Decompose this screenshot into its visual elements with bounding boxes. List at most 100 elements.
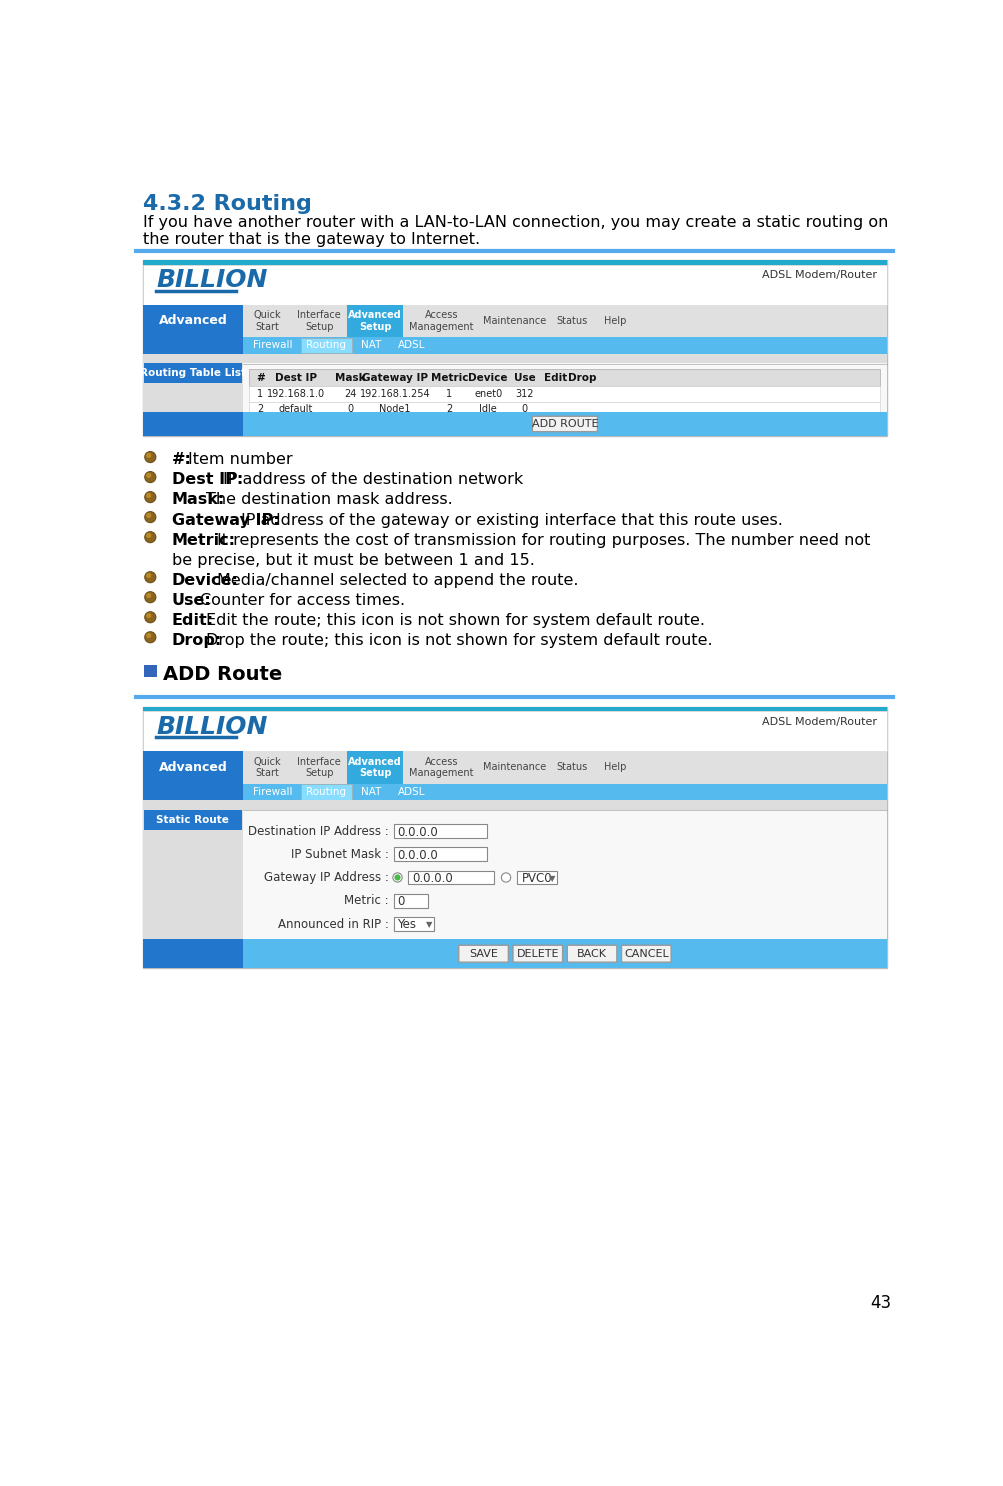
Text: Edit: Edit	[544, 373, 567, 383]
Bar	[393, 825, 486, 838]
Bar	[243, 783, 886, 801]
Text: It represents the cost of transmission for routing purposes. The number need not: It represents the cost of transmission f…	[217, 532, 870, 547]
Text: 192.168.1.0: 192.168.1.0	[267, 389, 325, 398]
Bar	[142, 752, 243, 783]
Text: If you have another router with a LAN-to-LAN connection, you may create a static: If you have another router with a LAN-to…	[142, 215, 887, 230]
Text: DELETE: DELETE	[516, 948, 559, 958]
Text: Idle: Idle	[478, 404, 496, 415]
Text: BACK: BACK	[577, 948, 607, 958]
Bar	[250, 370, 880, 386]
FancyBboxPatch shape	[513, 945, 562, 961]
Text: ▼: ▼	[426, 920, 432, 929]
Text: Static Route: Static Route	[156, 814, 229, 825]
Text: Gateway IP:: Gateway IP:	[172, 513, 280, 528]
Bar	[142, 337, 243, 354]
Text: 1: 1	[446, 389, 452, 398]
Text: Metric :: Metric :	[344, 895, 388, 908]
Bar	[142, 363, 243, 435]
Circle shape	[144, 591, 155, 603]
Bar	[142, 801, 886, 810]
FancyBboxPatch shape	[532, 416, 597, 431]
Circle shape	[146, 474, 150, 477]
Text: Yes: Yes	[397, 918, 416, 930]
Text: 192.168.1.254: 192.168.1.254	[359, 389, 430, 398]
Text: 2: 2	[446, 404, 452, 415]
Text: Announced in RIP :: Announced in RIP :	[278, 917, 388, 930]
Circle shape	[145, 532, 154, 541]
Bar	[243, 363, 886, 435]
Bar	[142, 706, 886, 969]
Text: Destination IP Address :: Destination IP Address :	[248, 825, 388, 838]
Circle shape	[146, 574, 150, 578]
Circle shape	[500, 872, 511, 883]
Text: Access
Management: Access Management	[409, 311, 473, 331]
Bar	[142, 783, 243, 801]
Text: Use: Use	[514, 373, 535, 383]
Text: Maintenance: Maintenance	[482, 762, 546, 773]
Circle shape	[394, 874, 400, 881]
Text: be precise, but it must be between 1 and 15.: be precise, but it must be between 1 and…	[172, 553, 535, 568]
Text: Drop: Drop	[568, 373, 597, 383]
Bar	[408, 871, 493, 884]
Bar	[243, 413, 886, 435]
Text: IP Subnet Mask :: IP Subnet Mask :	[291, 849, 388, 862]
Text: BILLION: BILLION	[156, 715, 268, 739]
Circle shape	[146, 514, 150, 517]
Circle shape	[145, 473, 154, 481]
Circle shape	[146, 594, 150, 597]
Bar	[347, 305, 402, 337]
Circle shape	[146, 614, 150, 618]
Circle shape	[144, 612, 155, 623]
Text: 312: 312	[515, 389, 534, 398]
Text: 43: 43	[870, 1294, 891, 1312]
Text: Advanced: Advanced	[158, 314, 227, 327]
Bar	[243, 337, 886, 354]
Text: Advanced
Setup: Advanced Setup	[348, 311, 401, 331]
Text: PVC0: PVC0	[521, 872, 552, 884]
Text: Advanced: Advanced	[158, 761, 227, 774]
Text: ADSL: ADSL	[397, 340, 425, 351]
Text: Interface
Setup: Interface Setup	[297, 311, 341, 331]
Circle shape	[144, 632, 155, 642]
Text: Access
Management: Access Management	[409, 756, 473, 779]
Text: 0: 0	[397, 895, 404, 908]
Circle shape	[146, 453, 150, 458]
Text: Edit the route; this icon is not shown for system default route.: Edit the route; this icon is not shown f…	[206, 612, 704, 627]
Bar	[142, 810, 243, 969]
Text: Drop:: Drop:	[172, 633, 222, 648]
FancyBboxPatch shape	[458, 945, 508, 961]
Circle shape	[392, 872, 402, 883]
Text: Status: Status	[556, 762, 587, 773]
Text: 0.0.0.0: 0.0.0.0	[412, 872, 452, 884]
Text: 0: 0	[347, 404, 353, 415]
Text: 1: 1	[257, 389, 263, 398]
Text: Advanced
Setup: Advanced Setup	[348, 756, 401, 779]
Text: 24: 24	[344, 389, 356, 398]
Circle shape	[146, 633, 150, 637]
Bar	[243, 752, 886, 783]
Text: Maintenance: Maintenance	[482, 315, 546, 325]
Text: Quick
Start: Quick Start	[254, 311, 281, 331]
Bar	[142, 413, 243, 435]
Text: Device:: Device:	[172, 572, 239, 587]
Text: Interface
Setup: Interface Setup	[297, 756, 341, 779]
Circle shape	[145, 513, 154, 522]
Text: NAT: NAT	[361, 340, 381, 351]
Text: #: #	[256, 373, 265, 383]
Text: Counter for access times.: Counter for access times.	[200, 593, 404, 608]
Text: The destination mask address.: The destination mask address.	[206, 492, 452, 508]
Bar	[142, 354, 886, 363]
Circle shape	[144, 532, 155, 542]
Bar	[243, 305, 886, 337]
Bar	[144, 810, 242, 829]
Bar	[144, 664, 156, 678]
Bar	[250, 386, 880, 401]
Text: Gateway IP Address :: Gateway IP Address :	[264, 871, 388, 884]
Bar	[142, 706, 886, 712]
Bar	[250, 401, 880, 418]
Text: Help: Help	[604, 315, 626, 325]
Circle shape	[144, 452, 155, 462]
Bar	[243, 810, 886, 969]
Text: Mask:: Mask:	[172, 492, 225, 508]
Bar	[393, 847, 486, 862]
